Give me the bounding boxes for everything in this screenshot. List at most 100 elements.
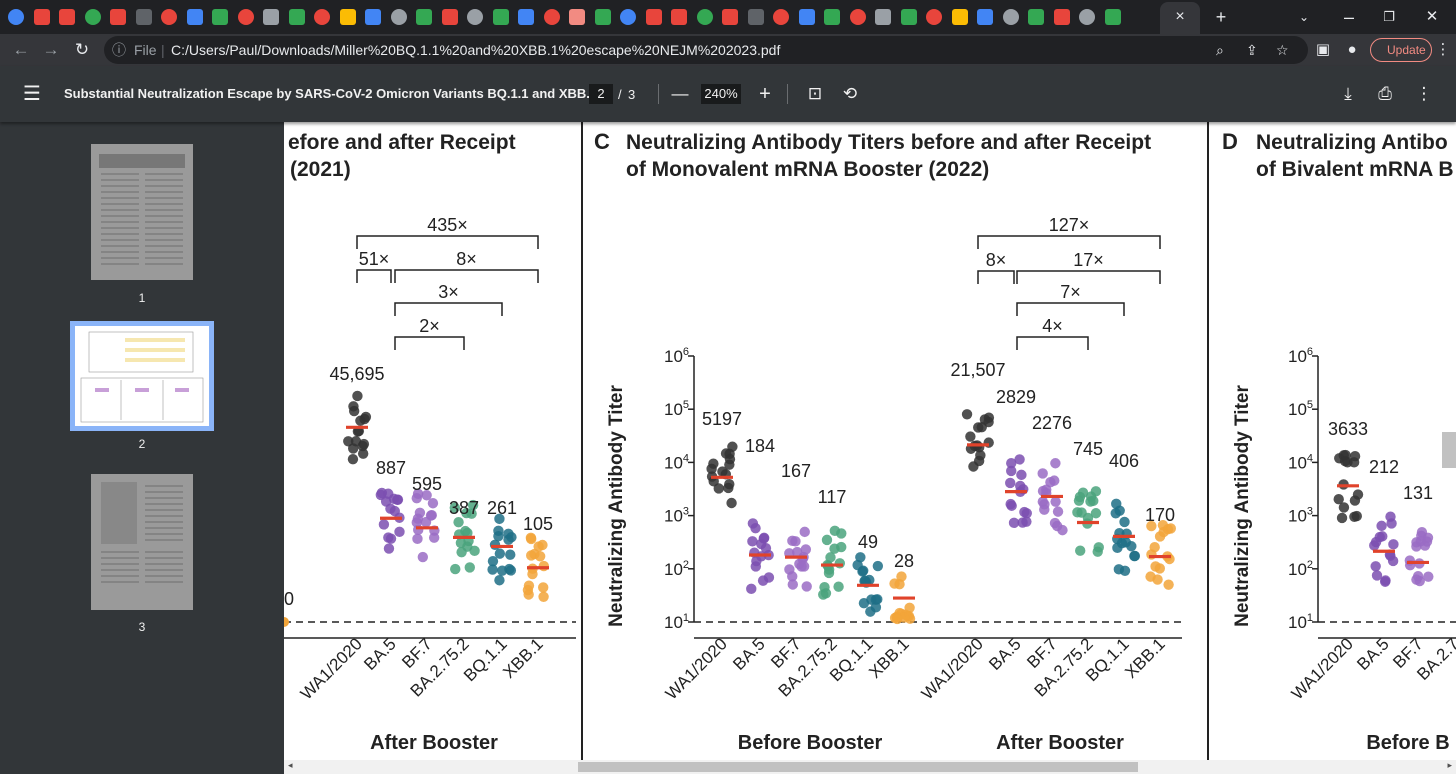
zoom-icon[interactable]: ⌕ <box>1216 42 1224 58</box>
zoom-out-icon[interactable]: — <box>671 84 689 103</box>
close-tab-icon[interactable]: × <box>1175 8 1185 25</box>
tab-favicon[interactable] <box>594 9 611 25</box>
active-tab[interactable]: × <box>1160 2 1200 34</box>
data-point <box>1015 480 1026 492</box>
download-icon[interactable]: ⤓ <box>1344 84 1352 103</box>
tab-favicon[interactable] <box>1002 9 1019 25</box>
tab-favicon[interactable] <box>288 9 305 25</box>
tab-favicon[interactable] <box>365 9 381 25</box>
tab-favicon[interactable] <box>416 9 432 25</box>
tab-favicon[interactable] <box>620 9 636 25</box>
tab-favicon[interactable] <box>773 9 789 25</box>
page-number-input[interactable]: 2 <box>589 84 613 104</box>
tab-favicon[interactable] <box>441 9 458 25</box>
bookmark-star-icon[interactable]: ☆ <box>1276 42 1289 58</box>
zoom-in-icon[interactable]: + <box>759 83 771 105</box>
restore-icon[interactable]: ❐ <box>1383 9 1395 24</box>
tab-favicon[interactable] <box>518 9 534 25</box>
tab-favicon[interactable] <box>824 9 840 25</box>
print-icon[interactable]: ⎙ <box>1378 84 1392 103</box>
data-point <box>380 496 392 507</box>
tab-favicon[interactable] <box>798 9 815 25</box>
tab-favicon[interactable] <box>722 9 738 25</box>
horizontal-scrollbar-thumb[interactable] <box>578 762 1138 772</box>
tab-favicon[interactable] <box>339 9 356 25</box>
reload-icon[interactable]: ↻ <box>74 40 90 59</box>
tab-favicon[interactable] <box>645 9 662 25</box>
data-point <box>1380 575 1391 586</box>
data-point <box>538 560 550 572</box>
tab-favicon[interactable] <box>263 9 279 25</box>
scroll-right-icon[interactable]: ▸ <box>1447 760 1452 770</box>
pdf-viewer[interactable]: efore and after Receipt (2021) 0 After B… <box>284 122 1456 760</box>
sidebar-menu-icon[interactable]: ☰ <box>23 83 41 105</box>
tab-favicon[interactable] <box>84 9 101 25</box>
update-button[interactable]: Update <box>1370 38 1432 62</box>
minimize-icon[interactable]: – <box>1343 7 1354 27</box>
tab-favicon[interactable] <box>900 9 917 25</box>
y-tick-exponent: 5 <box>683 399 689 411</box>
tab-favicon[interactable] <box>237 9 254 25</box>
tab-favicon[interactable] <box>135 9 152 25</box>
tab-favicon[interactable] <box>161 9 177 25</box>
tab-favicon[interactable] <box>926 9 942 25</box>
thumbnail-page-2[interactable] <box>70 321 214 431</box>
update-label: Update <box>1387 43 1426 57</box>
y-tick-exponent: 1 <box>683 612 689 624</box>
side-panel-icon[interactable]: ▣ <box>1315 41 1331 58</box>
horizontal-scrollbar[interactable]: ◂ ▸ <box>284 760 1456 774</box>
new-tab-button[interactable]: + <box>1215 7 1227 27</box>
tab-favicon[interactable] <box>1028 9 1044 25</box>
zoom-input[interactable]: 240% <box>701 84 741 104</box>
tab-favicon[interactable] <box>186 9 203 25</box>
close-window-icon[interactable]: ✕ <box>1425 8 1439 25</box>
tab-favicon[interactable] <box>467 9 483 25</box>
median-label: 2276 <box>1032 413 1072 433</box>
address-bar[interactable]: ⓘ File | C:/Users/Paul/Downloads/Miller%… <box>104 36 1308 64</box>
scroll-left-icon[interactable]: ◂ <box>288 760 293 770</box>
tab-favicon[interactable] <box>59 9 75 25</box>
data-point <box>1120 537 1132 548</box>
forward-icon[interactable]: → <box>42 40 60 59</box>
url-text[interactable]: C:/Users/Paul/Downloads/Miller%20BQ.1.1%… <box>171 42 781 58</box>
pdf-title: Substantial Neutralization Escape by SAR… <box>64 86 598 101</box>
tab-search-icon[interactable]: ⌄ <box>1298 10 1310 24</box>
tab-favicon[interactable] <box>875 9 891 25</box>
tab-favicon[interactable] <box>951 9 968 25</box>
tab-favicon[interactable] <box>849 9 866 25</box>
rotate-icon[interactable]: ⟲ <box>842 84 858 103</box>
data-point <box>1076 507 1087 518</box>
tab-favicon[interactable] <box>8 9 24 25</box>
share-icon[interactable]: ⇪ <box>1246 42 1258 58</box>
tab-favicon[interactable] <box>977 9 993 25</box>
fit-page-icon[interactable]: ⊡ <box>807 84 823 103</box>
back-icon[interactable]: ← <box>12 40 30 59</box>
tab-favicon[interactable] <box>696 9 713 25</box>
tab-favicon[interactable] <box>110 9 126 25</box>
vertical-scrollbar-thumb[interactable] <box>1442 432 1456 468</box>
tab-favicon[interactable] <box>33 9 50 25</box>
tab-favicon[interactable] <box>671 9 687 25</box>
tab-favicon[interactable] <box>747 9 764 25</box>
tab-favicon[interactable] <box>1053 9 1070 25</box>
fold-label: 435× <box>427 215 468 235</box>
tab-favicon[interactable] <box>492 9 509 25</box>
tab-favicon[interactable] <box>1104 9 1121 25</box>
thumbnail-page-3[interactable] <box>91 474 193 610</box>
tab-favicon[interactable] <box>569 9 585 25</box>
tab-favicon[interactable] <box>1079 9 1095 25</box>
tab-favicon[interactable] <box>390 9 407 25</box>
data-point <box>751 555 762 567</box>
profile-icon[interactable]: ● <box>1347 41 1357 58</box>
median-label: 745 <box>1073 439 1103 459</box>
y-tick-label: 101 <box>664 612 689 632</box>
tab-favicon[interactable] <box>212 9 228 25</box>
tab-favicon[interactable] <box>314 9 330 25</box>
pdf-more-icon[interactable]: ⋮ <box>1415 84 1433 103</box>
tab-favicon[interactable] <box>543 9 560 25</box>
y-tick-label: 106 <box>664 346 689 366</box>
browser-menu-icon[interactable]: ⋮ <box>1435 41 1451 58</box>
info-icon[interactable]: ⓘ <box>112 42 126 58</box>
thumbnail-page-1[interactable] <box>91 144 193 280</box>
